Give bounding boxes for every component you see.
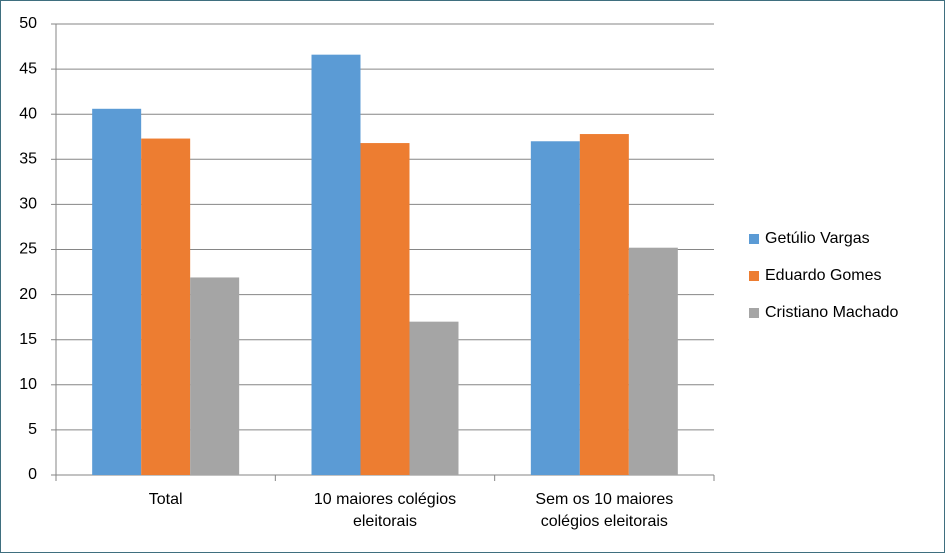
- legend-label: Cristiano Machado: [765, 304, 899, 321]
- y-tick-label: 0: [28, 466, 37, 483]
- legend-label: Eduardo Gomes: [765, 267, 882, 284]
- y-tick-label: 50: [19, 15, 37, 32]
- bar: [530, 141, 580, 475]
- y-tick-label: 20: [19, 286, 37, 303]
- bar: [141, 138, 191, 475]
- x-tick-label: Total: [148, 491, 183, 508]
- bar: [579, 134, 629, 475]
- bar: [92, 108, 142, 476]
- legend-swatch: [749, 308, 759, 318]
- bar: [409, 321, 459, 475]
- y-tick-label: 35: [19, 151, 37, 168]
- y-tick-label: 40: [19, 105, 37, 122]
- bar: [311, 54, 361, 475]
- bar: [628, 247, 678, 475]
- y-tick-label: 25: [19, 241, 37, 258]
- x-tick-label: Sem os 10 maiores colégios eleitorais: [535, 491, 674, 530]
- legend-label: Getúlio Vargas: [765, 230, 870, 247]
- y-tick-label: 15: [19, 331, 37, 348]
- y-tick-label: 10: [19, 376, 37, 393]
- y-tick-label: 30: [19, 196, 37, 213]
- legend-swatch: [749, 234, 759, 244]
- bar: [190, 277, 240, 475]
- x-tick-label: 10 maiores colégios eleitorais: [313, 491, 457, 530]
- bar: [360, 143, 410, 475]
- y-tick-label: 5: [28, 421, 37, 438]
- y-tick-label: 45: [19, 60, 37, 77]
- legend-swatch: [749, 271, 759, 281]
